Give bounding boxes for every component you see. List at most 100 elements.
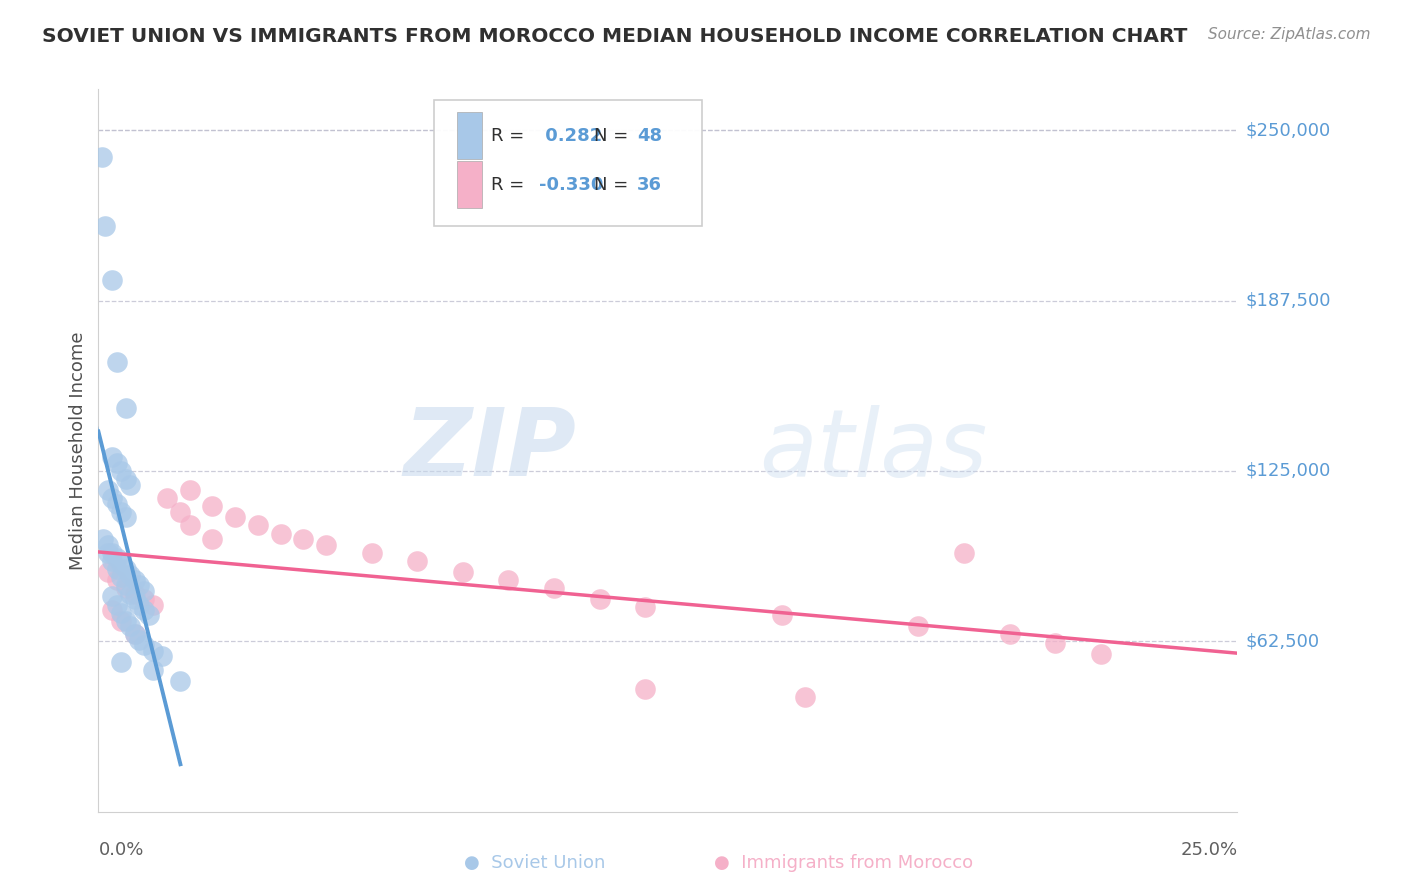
Point — [498, 573, 520, 587]
Point — [270, 526, 292, 541]
Point — [101, 491, 124, 505]
Text: $187,500: $187,500 — [1246, 292, 1331, 310]
Point — [110, 557, 132, 571]
Point — [91, 150, 114, 164]
Point — [246, 518, 269, 533]
Text: N =: N = — [593, 177, 634, 194]
Point — [101, 590, 124, 604]
Point — [114, 510, 136, 524]
Text: 48: 48 — [637, 128, 662, 145]
Point — [142, 598, 165, 612]
Point — [793, 690, 815, 705]
Text: 25.0%: 25.0% — [1180, 840, 1237, 859]
Text: -0.330: -0.330 — [538, 177, 603, 194]
Point — [634, 600, 657, 615]
Point — [96, 537, 118, 551]
Point — [110, 464, 132, 478]
Point — [634, 681, 657, 696]
Text: 36: 36 — [637, 177, 662, 194]
Text: SOVIET UNION VS IMMIGRANTS FROM MOROCCO MEDIAN HOUSEHOLD INCOME CORRELATION CHAR: SOVIET UNION VS IMMIGRANTS FROM MOROCCO … — [42, 27, 1188, 45]
Point — [138, 608, 160, 623]
Text: atlas: atlas — [759, 405, 987, 496]
Point — [169, 505, 191, 519]
Point — [105, 497, 128, 511]
Point — [101, 546, 124, 560]
Point — [114, 562, 136, 576]
Point — [179, 518, 201, 533]
Point — [124, 586, 146, 600]
Point — [150, 649, 173, 664]
Point — [224, 510, 246, 524]
Text: N =: N = — [593, 128, 634, 145]
Point — [1090, 647, 1112, 661]
Point — [101, 554, 124, 568]
Text: $125,000: $125,000 — [1246, 462, 1331, 480]
Point — [907, 619, 929, 633]
Point — [451, 565, 474, 579]
Point — [105, 562, 128, 576]
Point — [105, 573, 128, 587]
Point — [110, 655, 132, 669]
Point — [91, 532, 114, 546]
Point — [132, 583, 155, 598]
Point — [114, 472, 136, 486]
Point — [96, 565, 118, 579]
Point — [120, 477, 142, 491]
Point — [543, 581, 565, 595]
Point — [179, 483, 201, 497]
Point — [120, 619, 142, 633]
Point — [128, 632, 150, 647]
Point — [110, 606, 132, 620]
Point — [105, 355, 128, 369]
Point — [114, 614, 136, 628]
Point — [124, 592, 146, 607]
Point — [101, 273, 124, 287]
Point — [406, 554, 429, 568]
Point — [770, 608, 793, 623]
Point — [132, 592, 155, 607]
Text: ZIP: ZIP — [404, 404, 576, 497]
FancyBboxPatch shape — [434, 100, 702, 227]
Point — [114, 578, 136, 592]
Point — [101, 450, 124, 465]
Point — [315, 537, 337, 551]
Point — [292, 532, 315, 546]
Point — [132, 639, 155, 653]
Point — [114, 581, 136, 595]
Point — [105, 456, 128, 470]
Point — [110, 505, 132, 519]
Point — [142, 663, 165, 677]
Point — [201, 500, 224, 514]
Point — [128, 578, 150, 592]
Point — [953, 546, 976, 560]
Text: ●  Soviet Union: ● Soviet Union — [464, 855, 605, 872]
Bar — [457, 161, 482, 209]
Point — [105, 598, 128, 612]
Point — [360, 546, 382, 560]
Point — [96, 546, 118, 560]
Point — [124, 627, 146, 641]
Point — [105, 551, 128, 566]
Text: R =: R = — [491, 128, 530, 145]
Point — [169, 673, 191, 688]
Point — [1043, 635, 1066, 649]
Text: 0.282: 0.282 — [538, 128, 602, 145]
Point — [201, 532, 224, 546]
Point — [110, 614, 132, 628]
Point — [114, 401, 136, 416]
Text: ●  Immigrants from Morocco: ● Immigrants from Morocco — [714, 855, 973, 872]
Point — [132, 603, 155, 617]
Text: $250,000: $250,000 — [1246, 121, 1331, 139]
Point — [128, 598, 150, 612]
Bar — [457, 112, 482, 160]
Text: Source: ZipAtlas.com: Source: ZipAtlas.com — [1208, 27, 1371, 42]
Text: 0.0%: 0.0% — [98, 840, 143, 859]
Point — [588, 592, 610, 607]
Point — [142, 644, 165, 658]
Point — [998, 627, 1021, 641]
Y-axis label: Median Household Income: Median Household Income — [69, 331, 87, 570]
Point — [96, 483, 118, 497]
Text: R =: R = — [491, 177, 530, 194]
Point — [120, 586, 142, 600]
Point — [110, 570, 132, 584]
